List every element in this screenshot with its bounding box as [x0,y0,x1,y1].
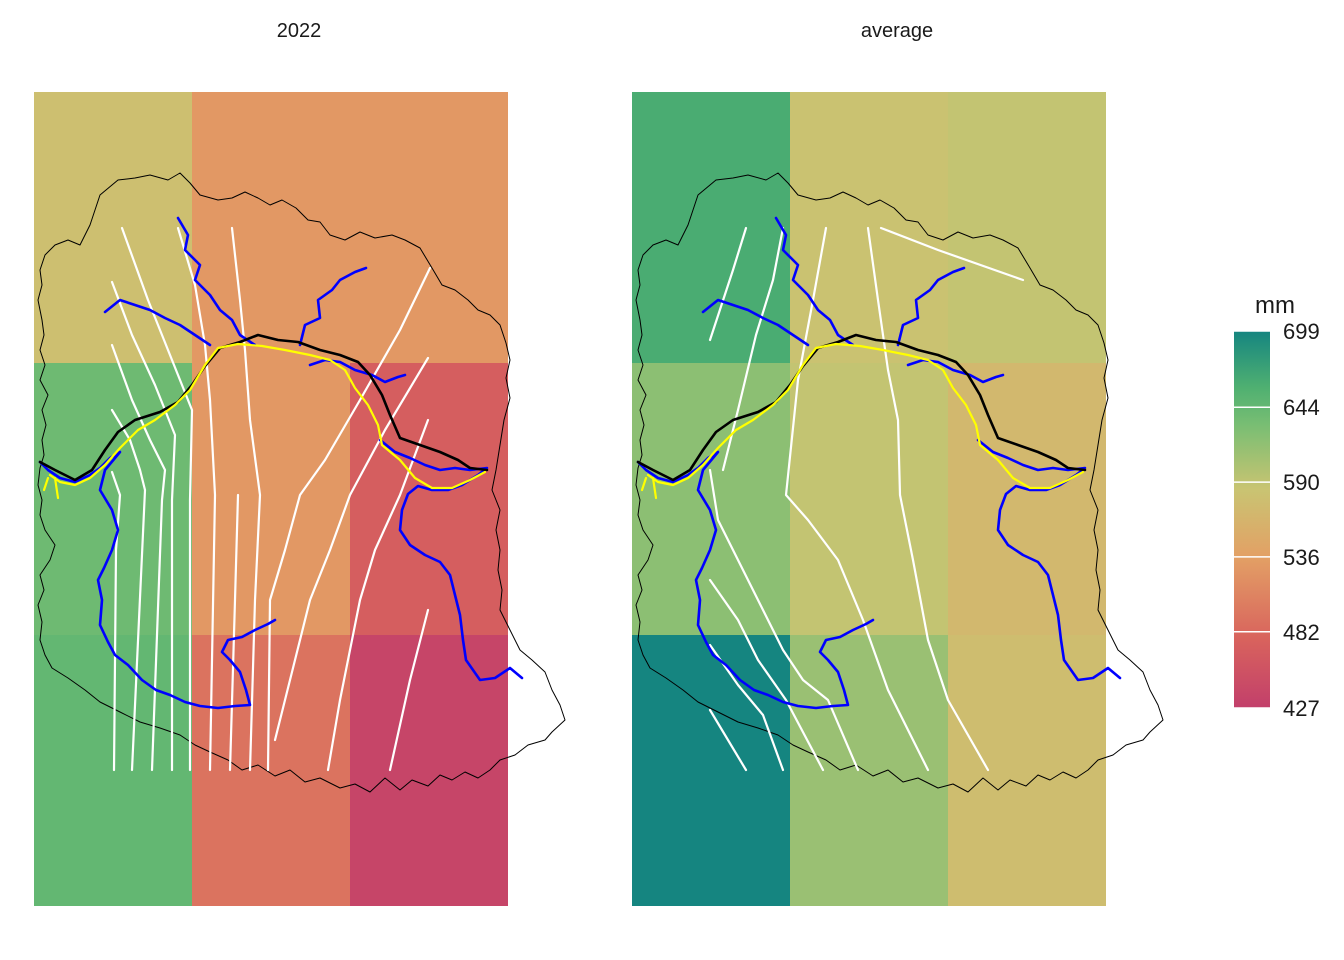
river-network [38,216,524,710]
grid-cell-r3-c2 [192,635,350,906]
grid-cell-r2-c3 [948,363,1106,635]
panel-average: average [632,20,1164,906]
grid-cell-r3-c3 [350,635,508,906]
grid-cell-r3-c2 [790,635,948,906]
grid-cell-r2-c3 [350,363,508,635]
panel-title-average: average [861,20,933,42]
main-channel-black [38,333,489,482]
color-legend: mm 699 644 590 536 482 427 [1234,292,1320,721]
overlays-average [635,172,1164,793]
main-channel-yellow [640,342,1085,500]
legend-tick-label: 482 [1283,620,1320,645]
main-channel-black [636,333,1087,482]
isolines [708,226,1025,772]
grid-cell-r1-c1 [34,92,192,363]
grid-cell-r1-c2 [192,92,350,363]
legend-tick-label: 590 [1283,470,1320,495]
grid-cell-r3-c1 [34,635,192,906]
basin-boundary [635,172,1164,793]
grid-cell-r2-c2 [192,363,350,635]
river-network [636,216,1122,710]
grid-cell-r3-c1 [632,635,790,906]
legend-tick-label: 644 [1283,395,1320,420]
legend-colorbar [1234,331,1270,708]
grid-cell-r1-c1 [632,92,790,363]
grid-cell-r2-c2 [790,363,948,635]
panel-title-2022: 2022 [277,20,322,42]
overlays-2022 [37,172,566,793]
legend-tick-label: 427 [1283,696,1320,721]
grid-cell-r1-c2 [790,92,948,363]
main-channel-yellow [42,342,487,500]
panel-2022: 2022 [34,20,566,906]
legend-ticks: 699 644 590 536 482 427 [1234,319,1320,721]
grid-cell-r1-c3 [948,92,1106,363]
legend-tick-label: 536 [1283,545,1320,570]
legend-title: mm [1255,292,1295,319]
grid-cell-r3-c3 [948,635,1106,906]
grid-cell-r1-c3 [350,92,508,363]
basin-boundary [37,172,566,793]
legend-tick-label: 699 [1283,319,1320,344]
raster-grid-average [632,92,1106,906]
